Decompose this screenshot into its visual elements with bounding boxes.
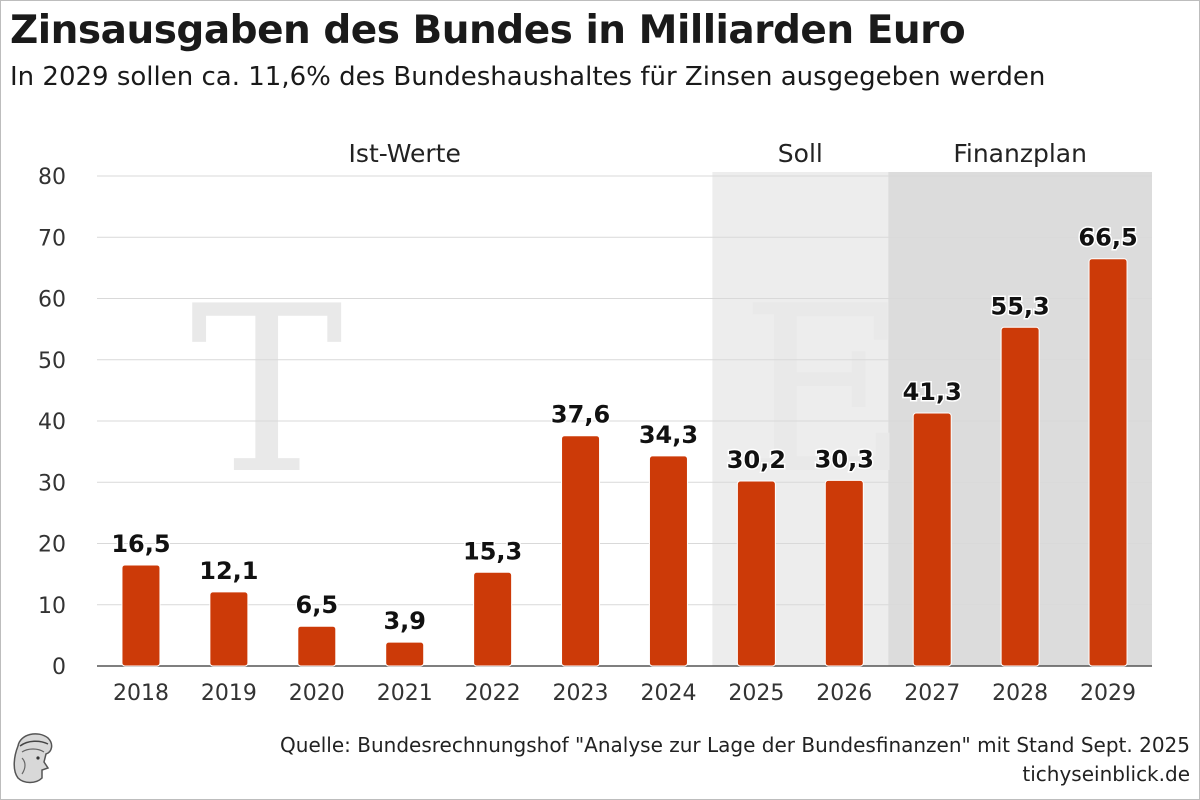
x-tick-label-2025: 2025 <box>728 681 784 706</box>
y-tick-label-80: 80 <box>38 165 66 190</box>
data-label-2029: 66,5 <box>1078 224 1137 252</box>
y-tick-label-20: 20 <box>38 533 66 558</box>
source-note: Quelle: Bundesrechnungshof "Analyse zur … <box>280 733 1190 757</box>
data-label-2023: 37,6 <box>551 401 610 429</box>
x-tick-label-2019: 2019 <box>201 681 257 706</box>
data-label-2018: 16,5 <box>111 530 170 558</box>
section-labels: Ist-Werte Soll Finanzplan <box>349 139 1087 168</box>
x-tick-label-2028: 2028 <box>992 681 1048 706</box>
bar-2023 <box>561 435 601 667</box>
data-label-2027: 41,3 <box>903 378 962 406</box>
bars <box>121 258 1128 667</box>
y-tick-label-70: 70 <box>38 226 66 251</box>
data-label-2028: 55,3 <box>991 292 1050 320</box>
data-label-2019: 12,1 <box>199 557 258 585</box>
bar-2018 <box>121 564 161 667</box>
watermark-letter-t: T <box>190 258 343 525</box>
bar-2029 <box>1088 258 1128 667</box>
data-label-2026: 30,3 <box>815 445 874 473</box>
x-tick-label-2022: 2022 <box>465 681 521 706</box>
y-axis-labels: 0 10 20 30 40 50 60 70 80 <box>38 165 66 680</box>
bar-2020 <box>297 625 337 667</box>
y-tick-label-60: 60 <box>38 288 66 313</box>
x-axis-labels: 2018 2019 2020 2021 2022 2023 2024 2025 2026 2027… <box>113 681 1136 706</box>
data-labels: 16,5 12,1 6,5 3,9 15,3 37,6 34,3 30,2 30,3 41,3 55… <box>110 222 1139 636</box>
chart-subtitle: In 2029 sollen ca. 11,6% des Bundeshaush… <box>10 62 1046 92</box>
bar-2025 <box>736 480 776 667</box>
data-label-2020: 6,5 <box>296 591 339 619</box>
logo-head-icon <box>13 733 53 784</box>
bar-2019 <box>209 591 249 667</box>
bar-2026 <box>824 479 864 667</box>
x-tick-label-2029: 2029 <box>1080 681 1136 706</box>
x-tick-label-2018: 2018 <box>113 681 169 706</box>
bar-2024 <box>648 455 688 667</box>
watermark-letter-e: E <box>740 258 908 525</box>
section-label-ist-werte: Ist-Werte <box>349 139 461 168</box>
data-label-2024: 34,3 <box>639 421 698 449</box>
bar-2021 <box>385 641 425 667</box>
gridlines <box>97 175 1152 667</box>
y-tick-label-50: 50 <box>38 349 66 374</box>
bar-2022 <box>473 571 513 667</box>
chart-title: Zinsausgaben des Bundes in Milliarden Eu… <box>10 8 966 53</box>
y-tick-label-10: 10 <box>38 594 66 619</box>
site-credit: tichyseinblick.de <box>1022 762 1190 786</box>
y-tick-label-30: 30 <box>38 471 66 496</box>
data-label-2022: 15,3 <box>463 537 522 565</box>
section-label-soll: Soll <box>778 139 823 168</box>
data-label-2025: 30,2 <box>727 446 786 474</box>
x-tick-label-2021: 2021 <box>377 681 433 706</box>
x-tick-label-2024: 2024 <box>640 681 696 706</box>
y-tick-label-40: 40 <box>38 410 66 435</box>
x-tick-label-2023: 2023 <box>553 681 609 706</box>
data-label-2021: 3,9 <box>383 607 426 635</box>
bar-2027 <box>912 412 952 667</box>
bar-2028 <box>1000 326 1040 667</box>
section-label-finanzplan: Finanzplan <box>953 139 1087 168</box>
y-tick-label-0: 0 <box>52 655 66 680</box>
x-tick-label-2026: 2026 <box>816 681 872 706</box>
x-tick-label-2020: 2020 <box>289 681 345 706</box>
x-tick-label-2027: 2027 <box>904 681 960 706</box>
